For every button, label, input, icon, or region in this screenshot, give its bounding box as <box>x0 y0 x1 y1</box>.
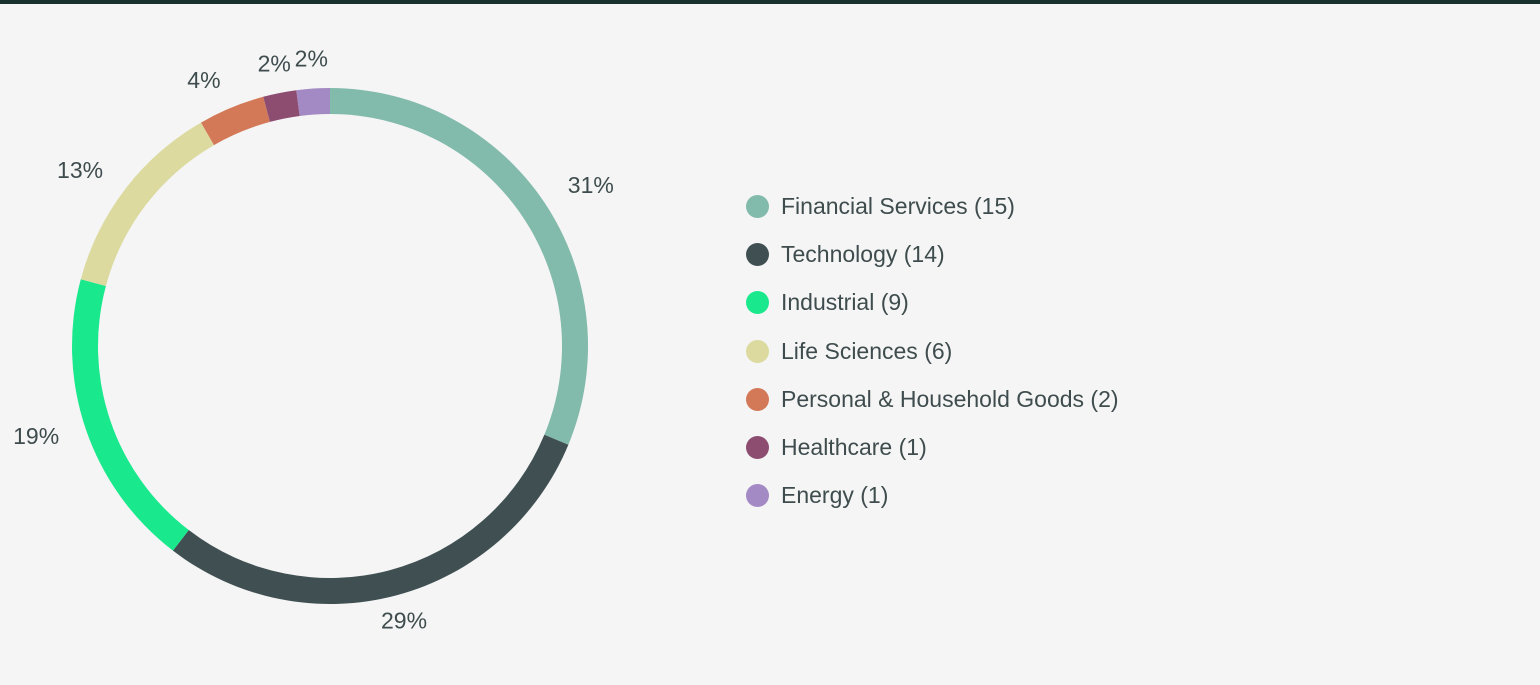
legend-label: Healthcare (1) <box>781 434 927 461</box>
legend-swatch-icon <box>746 484 769 508</box>
donut-slices <box>71 88 588 605</box>
donut-percent-labels: 31% 29% 19% 13% 4% 2% 2% <box>13 46 614 634</box>
legend-label: Technology (14) <box>781 240 945 267</box>
slice-financial-services <box>330 88 588 445</box>
percent-label-life-sciences: 13% <box>57 157 103 183</box>
percent-label-personal-and-household-goods: 4% <box>187 67 220 93</box>
legend-label: Energy (1) <box>781 482 889 509</box>
percent-label-healthcare: 2% <box>258 51 291 77</box>
legend-item-technology: Technology (14) <box>746 230 1119 278</box>
slice-technology <box>172 434 569 605</box>
percent-label-technology: 29% <box>381 607 427 633</box>
legend-item-life-sciences: Life Sciences (6) <box>746 327 1119 375</box>
legend-swatch-icon <box>746 387 769 411</box>
legend-swatch-icon <box>746 291 769 315</box>
legend-label: Personal & Household Goods (2) <box>781 385 1119 412</box>
legend-label: Life Sciences (6) <box>781 337 953 364</box>
legend-label: Financial Services (15) <box>781 192 1015 219</box>
legend-swatch-icon <box>746 242 769 266</box>
legend-item-energy: Energy (1) <box>746 472 1119 520</box>
legend-swatch-icon <box>746 194 769 218</box>
legend-item-industrial: Industrial (9) <box>746 279 1119 327</box>
percent-label-energy: 2% <box>295 46 328 72</box>
percent-label-industrial: 19% <box>13 423 59 449</box>
chart-legend: Financial Services (15) Technology (14) In… <box>746 182 1119 520</box>
legend-item-financial-services: Financial Services (15) <box>746 182 1119 230</box>
top-accent-bar <box>0 0 1540 4</box>
slice-industrial <box>71 279 189 551</box>
slice-life-sciences <box>80 122 214 286</box>
slice-energy <box>296 88 330 116</box>
legend-item-personal-and-household-goods: Personal & Household Goods (2) <box>746 375 1119 423</box>
legend-item-healthcare: Healthcare (1) <box>746 423 1119 471</box>
slice-healthcare <box>263 90 300 122</box>
legend-label: Industrial (9) <box>781 289 909 316</box>
legend-swatch-icon <box>746 436 769 460</box>
legend-swatch-icon <box>746 339 769 363</box>
percent-label-financial-services: 31% <box>568 172 614 198</box>
slice-personal-and-household-goods <box>201 96 270 146</box>
